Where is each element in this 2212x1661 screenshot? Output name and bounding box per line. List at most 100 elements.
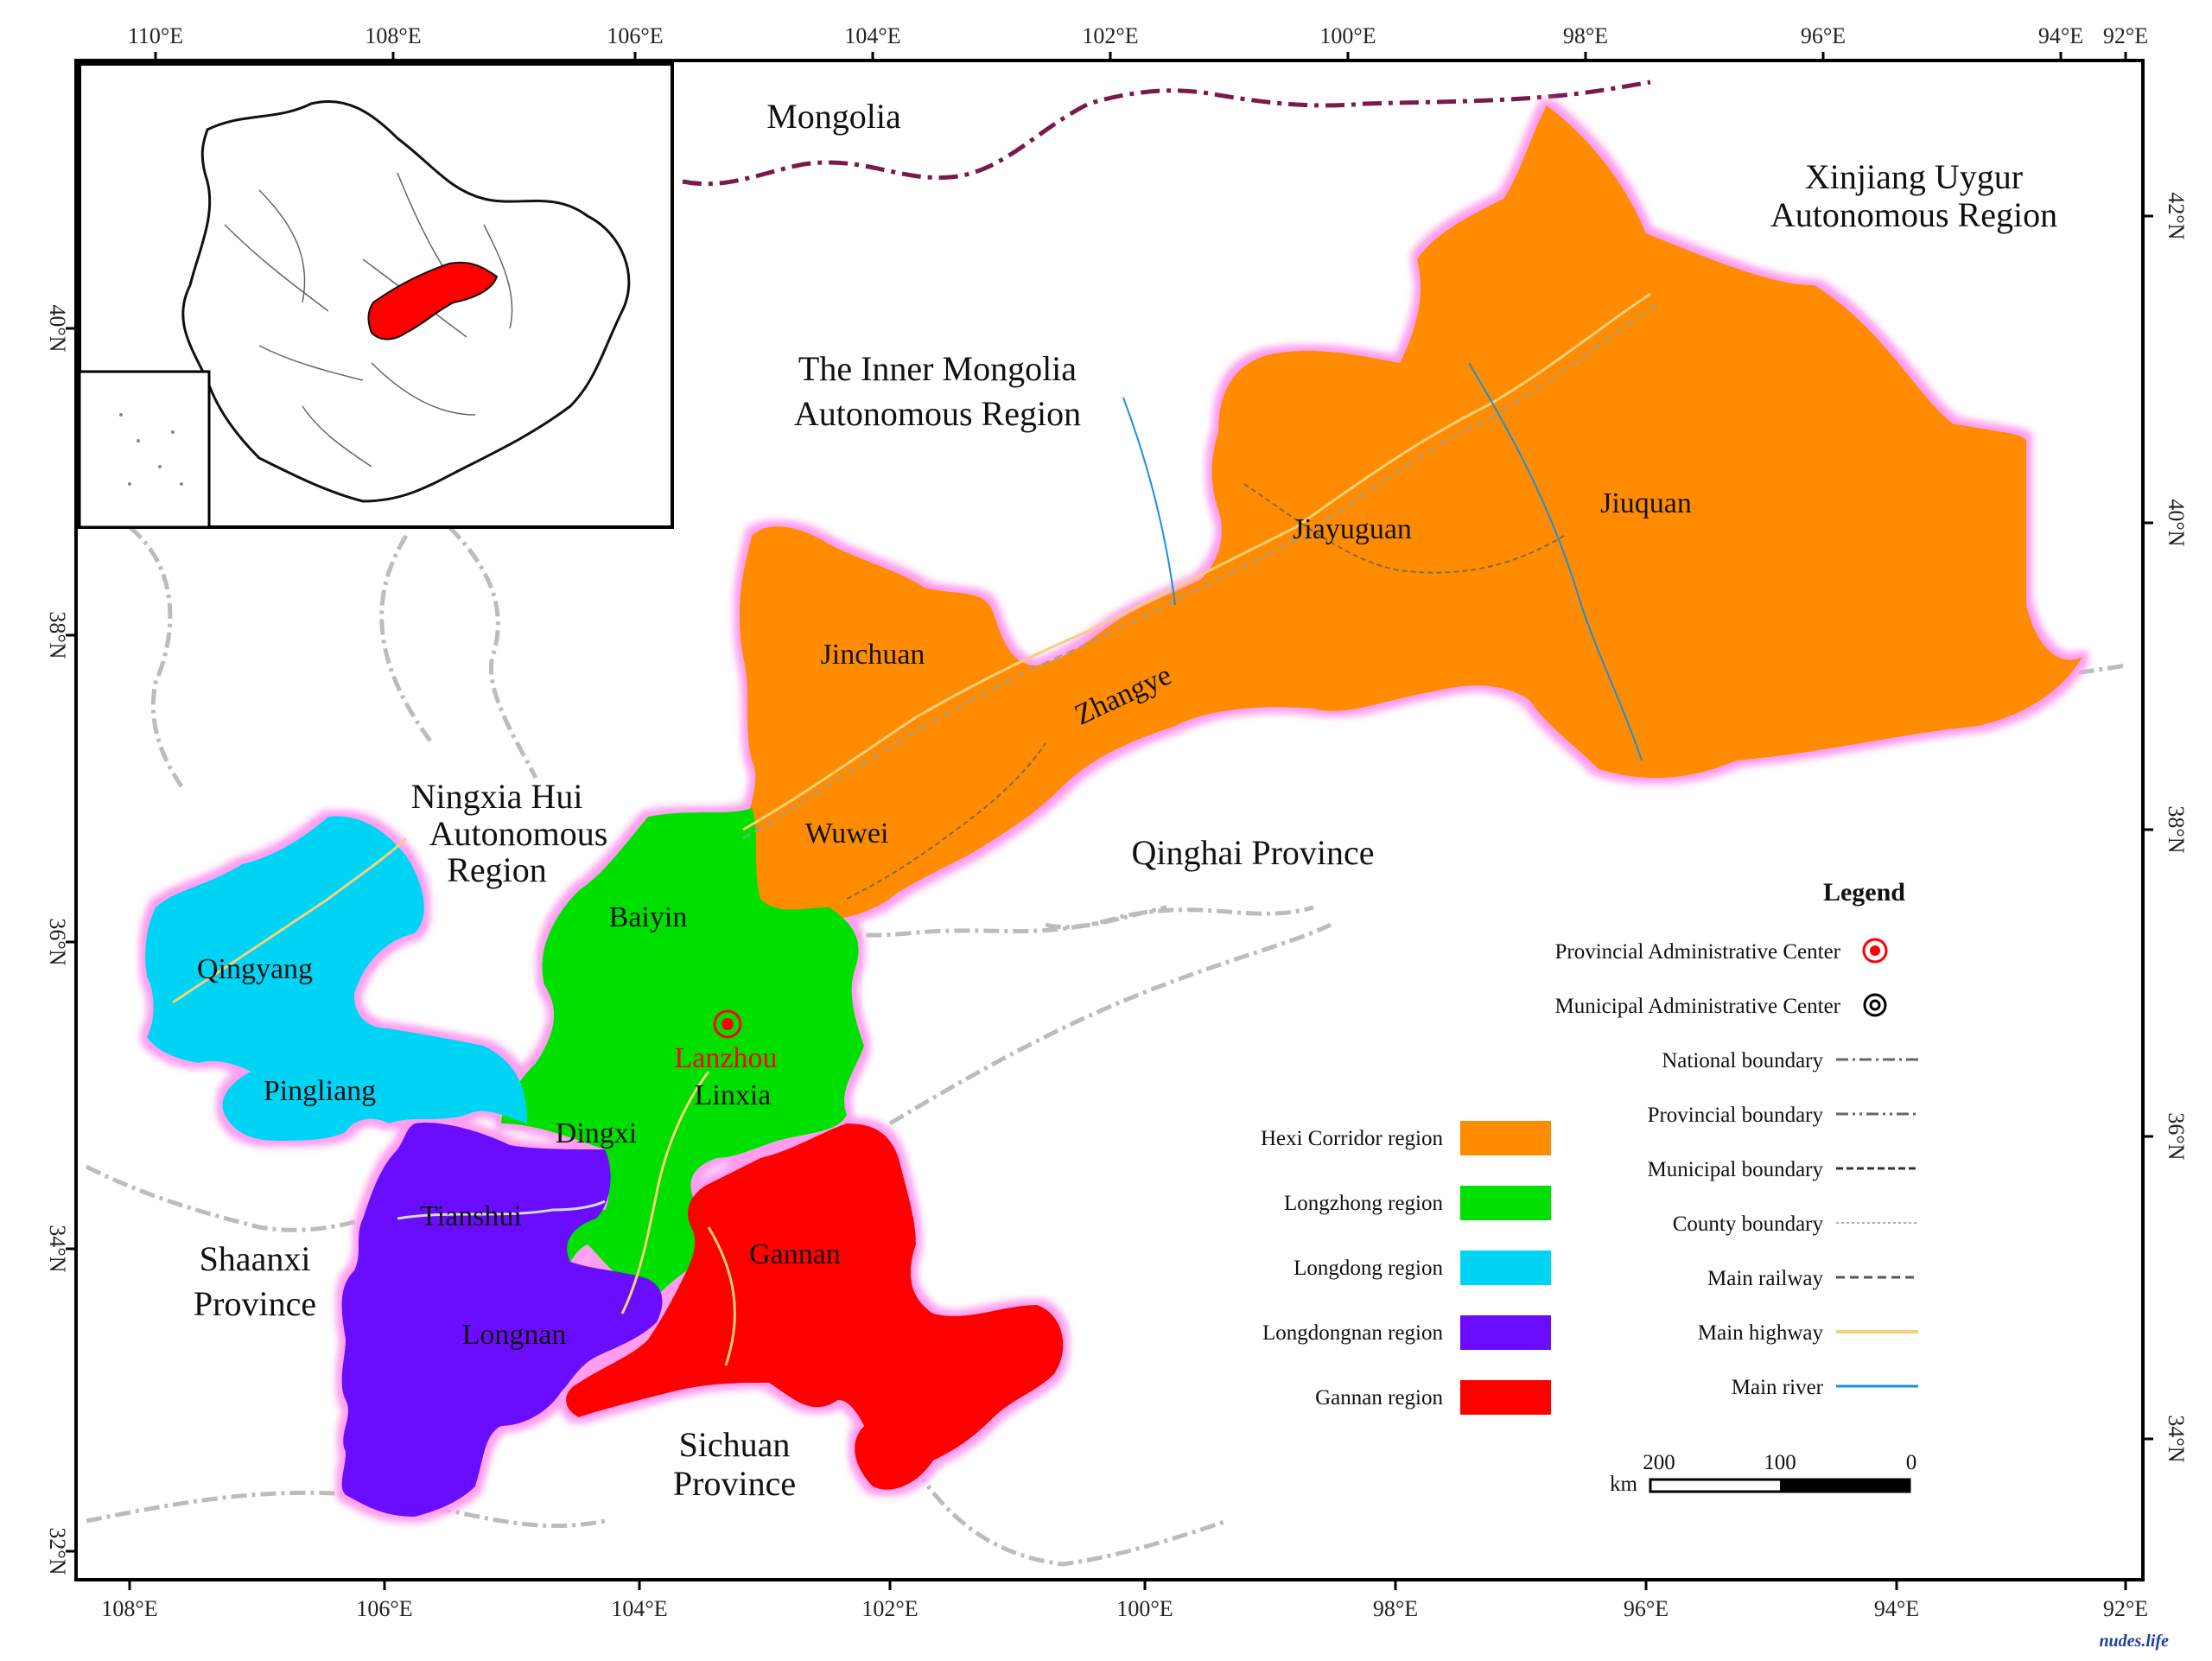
main-river-2 [1122, 397, 1176, 606]
legend: Legend Provincial Administrative Center M… [1261, 878, 1918, 1415]
bottom-tick-label: 92°E [2103, 1596, 2148, 1621]
city-labels: Jiuquan Jiayuguan Zhangye Jinchuan Wuwei… [197, 487, 1692, 1351]
bottom-tick-label: 108°E [101, 1596, 157, 1621]
label-ningxia-2: Autonomous [429, 814, 608, 853]
region-longdong [145, 816, 527, 1141]
legend-symbol-label: Main railway [1707, 1267, 1823, 1290]
national-boundary [682, 80, 1651, 187]
bottom-tick-label: 106°E [356, 1596, 412, 1621]
legend-region-label: Longdong region [1294, 1257, 1443, 1280]
top-tick-label: 94°E [2038, 23, 2083, 48]
place-labels: Mongolia Xinjiang Uygur Autonomous Regio… [194, 97, 2057, 1503]
legend-symbol-label: Municipal boundary [1648, 1158, 1824, 1181]
main-river-1 [1468, 362, 1643, 761]
main-railway [742, 302, 1660, 839]
legend-region-label: Longdongnan region [1262, 1321, 1443, 1345]
right-tick-label: 34°N [2164, 1415, 2189, 1462]
legend-symbol-label: Provincial boundary [1648, 1104, 1824, 1127]
legend-symbol-label: County boundary [1673, 1212, 1824, 1236]
right-tick-label: 40°N [2164, 499, 2189, 546]
top-tick-label: 108°E [365, 23, 421, 48]
top-tick-label: 96°E [1801, 23, 1846, 48]
scale-bar: 0 100 200 km [1610, 1451, 1916, 1496]
label-ningxia-1: Ningxia Hui [411, 777, 583, 816]
bottom-tick-label: 102°E [861, 1596, 918, 1621]
top-tick-label: 92°E [2103, 23, 2148, 48]
left-tick-label: 38°N [45, 611, 70, 659]
city-jiuquan: Jiuquan [1600, 487, 1692, 519]
scale-label-200: 200 [1643, 1451, 1675, 1474]
city-qingyang: Qingyang [197, 953, 313, 985]
legend-region-list: Hexi Corridor region Longzhong region Long… [1261, 1121, 1551, 1415]
legend-symbol-label: Main highway [1698, 1321, 1824, 1345]
bottom-tick-label: 94°E [1874, 1596, 1919, 1621]
city-tianshui: Tianshui [420, 1200, 522, 1232]
legend-region-swatch [1460, 1315, 1551, 1350]
left-tick-label: 40°N [45, 304, 70, 352]
legend-symbol-list: Provincial Administrative Center Municipa… [1555, 938, 1918, 1399]
main-highway-2 [620, 1071, 710, 1314]
legend-region-label: Hexi Corridor region [1261, 1127, 1444, 1150]
legend-region-label: Gannan region [1315, 1386, 1443, 1410]
label-sichuan-1: Sichuan [679, 1425, 791, 1464]
right-tick-label: 38°N [2164, 805, 2189, 853]
municipal-center-icon [1863, 993, 1887, 1017]
bottom-tick-label: 96°E [1624, 1596, 1669, 1621]
top-tick-label: 102°E [1082, 23, 1138, 48]
main-highway-4 [707, 1226, 736, 1366]
city-linxia: Linxia [695, 1079, 772, 1111]
top-tick-label: 104°E [844, 23, 900, 48]
city-jiayuguan: Jiayuguan [1293, 513, 1412, 545]
top-tick-label: 98°E [1563, 23, 1608, 48]
label-qinghai: Qinghai Province [1131, 833, 1374, 872]
left-tick-label: 34°N [45, 1225, 70, 1272]
bottom-tick-label: 104°E [611, 1596, 667, 1621]
legend-region-label: Longzhong region [1284, 1192, 1443, 1215]
scale-bar-fill [1780, 1480, 1910, 1492]
left-tick-label: 36°N [45, 918, 70, 965]
city-lanzhou: Lanzhou [675, 1042, 778, 1074]
city-jinchuan: Jinchuan [821, 639, 925, 671]
legend-title: Legend [1823, 878, 1905, 907]
inset-locator-map [78, 62, 674, 529]
region-hexi-corridor [734, 105, 2083, 920]
scale-label-100: 100 [1764, 1451, 1796, 1474]
gansu-regions [145, 105, 2083, 1517]
legend-symbol-label: Provincial Administrative Center [1555, 940, 1841, 964]
scale-unit: km [1610, 1473, 1638, 1496]
region-gannan [566, 1123, 1064, 1490]
municipal-boundary-2 [846, 742, 1046, 900]
label-inner-mongolia-2: Autonomous Region [794, 394, 1081, 433]
label-sichuan-2: Province [673, 1464, 796, 1503]
city-dingxi: Dingxi [556, 1117, 637, 1149]
label-ningxia-3: Region [447, 850, 547, 889]
left-tick-label: 32°N [45, 1527, 70, 1575]
main-highway [742, 292, 1651, 831]
left-axis-ticks: 40°N 38°N 36°N 34°N 32°N [45, 304, 76, 1575]
bottom-tick-label: 100°E [1116, 1596, 1173, 1621]
right-tick-label: 42°N [2164, 192, 2189, 239]
label-inner-mongolia-1: The Inner Mongolia [798, 349, 1077, 388]
inset-south-sea-box [78, 370, 211, 529]
legend-symbol-label: National boundary [1662, 1049, 1823, 1072]
city-pingliang: Pingliang [264, 1075, 376, 1107]
top-tick-label: 106°E [607, 23, 663, 48]
city-wuwei: Wuwei [805, 818, 889, 850]
label-xinjiang-2: Autonomous Region [1770, 195, 2057, 234]
inset-gansu-highlight [367, 261, 499, 340]
legend-symbol-label: Municipal Administrative Center [1555, 995, 1841, 1018]
legend-region-swatch [1460, 1186, 1551, 1220]
lanzhou-center-marker [713, 1009, 742, 1039]
city-baiyin: Baiyin [609, 901, 688, 933]
bottom-tick-label: 98°E [1373, 1596, 1418, 1621]
provincial-center-icon [1862, 938, 1888, 964]
internal-lines [172, 292, 1660, 1366]
legend-region-swatch [1460, 1380, 1551, 1415]
label-shaanxi-2: Province [194, 1284, 316, 1323]
scale-label-0: 0 [1906, 1451, 1917, 1474]
bottom-axis-ticks: 108°E 106°E 104°E 102°E 100°E 98°E 96°E 94°E 92°… [101, 1580, 2148, 1621]
inset-islands [119, 413, 183, 486]
top-tick-label: 100°E [1319, 23, 1376, 48]
label-shaanxi-1: Shaanxi [200, 1239, 311, 1278]
